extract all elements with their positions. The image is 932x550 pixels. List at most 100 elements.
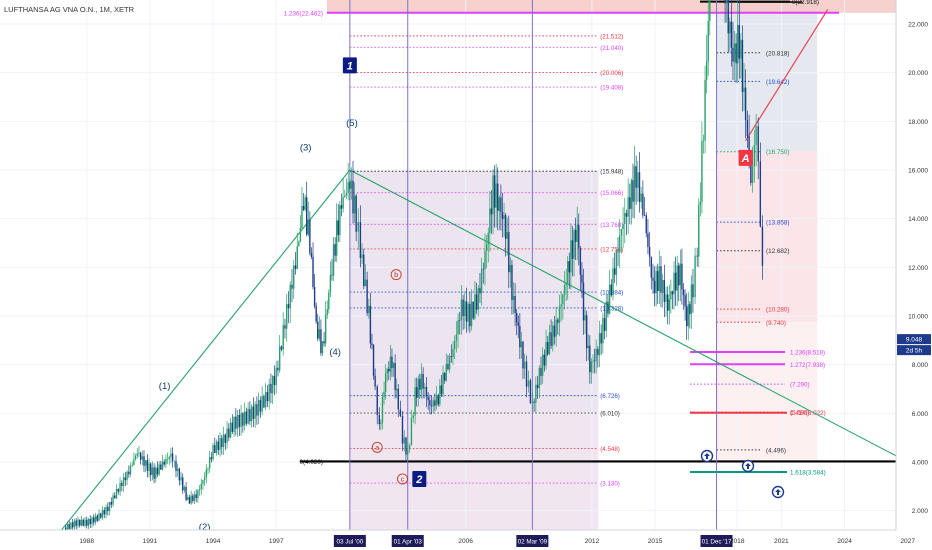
- price-candle-body: [535, 384, 537, 403]
- price-candle-body: [607, 301, 609, 314]
- price-candle-body: [498, 197, 501, 211]
- left-fib-label: (10.328): [600, 305, 623, 312]
- price-candle-body: [668, 299, 670, 311]
- price-candle-body: [110, 501, 112, 505]
- price-candle-body: [210, 457, 213, 460]
- price-candle-body: [369, 305, 372, 344]
- left-fib-label: (3.130): [600, 481, 620, 488]
- price-candle-body: [612, 268, 614, 296]
- price-candle-body: [68, 524, 70, 529]
- price-candle-body: [647, 233, 649, 247]
- price-candle-body: [144, 460, 147, 466]
- price-candle-body: [497, 183, 499, 211]
- y-tick-label: 14.000: [908, 216, 928, 223]
- price-candle-body: [445, 363, 447, 381]
- price-candle-body: [376, 386, 378, 416]
- price-candle-body: [617, 251, 619, 253]
- countdown-badge: [897, 345, 931, 356]
- date-marker-label: 02 Mar '09: [518, 539, 548, 546]
- price-candle-body: [361, 254, 363, 258]
- price-candle-body: [567, 261, 569, 284]
- price-candle-body: [571, 240, 574, 259]
- price-candle-body: [709, 0, 711, 21]
- price-candle-body: [192, 495, 194, 501]
- price-candle-body: [555, 319, 557, 337]
- price-candle-body: [470, 301, 473, 327]
- price-candle-body: [324, 314, 327, 344]
- price-candle-body: [751, 166, 754, 184]
- retrace-zone: [716, 151, 818, 323]
- date-marker-badge: [700, 535, 733, 547]
- wave-box-label: A: [741, 153, 750, 165]
- price-candle-body: [610, 284, 613, 296]
- price-candle-body: [117, 488, 120, 492]
- price-candle-body: [257, 400, 260, 416]
- left-fib-label: (4.548): [600, 446, 620, 453]
- price-candle-body: [197, 490, 199, 499]
- price-candle-body: [309, 219, 311, 254]
- price-candle-body: [704, 79, 706, 141]
- price-candle-body: [91, 517, 93, 525]
- price-candle-body: [579, 247, 582, 275]
- price-candle-body: [660, 266, 662, 293]
- price-candle-body: [296, 246, 298, 269]
- price-candle-body: [275, 367, 277, 386]
- y-tick-label: 20.000: [908, 70, 928, 77]
- price-candle-body: [500, 197, 502, 212]
- price-candle-body: [584, 315, 586, 321]
- price-candle-body: [180, 477, 182, 481]
- fib-level-label: (16.750): [766, 149, 789, 156]
- price-candle-body: [504, 215, 507, 239]
- wave-circle: [390, 269, 402, 281]
- price-candle-body: [407, 449, 409, 455]
- price-candle-body: [249, 409, 251, 422]
- price-candle-body: [450, 356, 453, 358]
- price-candle-body: [681, 263, 683, 290]
- price-candle-body: [472, 301, 474, 319]
- price-candle-body: [503, 215, 505, 220]
- price-candle-body: [107, 506, 109, 512]
- price-candle-body: [315, 306, 317, 322]
- price-candle-body: [548, 332, 551, 355]
- price-candle-body: [208, 457, 211, 469]
- wave-box-label: 1: [347, 60, 353, 72]
- wave-circle-label: b: [394, 270, 398, 279]
- price-candle-body: [531, 401, 534, 403]
- x-tick-label: 1997: [269, 538, 284, 545]
- y-tick-label: 16.000: [908, 167, 928, 174]
- price-candle-body: [261, 396, 263, 412]
- price-candle-body: [312, 257, 314, 288]
- price-candle-body: [79, 519, 81, 526]
- wave-circle: [397, 473, 408, 485]
- price-candle-body: [652, 277, 654, 281]
- price-candle-body: [166, 459, 169, 460]
- price-candle-body: [442, 372, 444, 395]
- price-candle-body: [474, 294, 476, 319]
- price-candle-body: [344, 195, 346, 198]
- price-candle-body: [236, 414, 239, 429]
- price-candle-body: [437, 395, 439, 405]
- price-candle-body: [523, 361, 526, 369]
- y-tick-label: 10.000: [908, 313, 928, 320]
- price-candle-body: [371, 343, 373, 345]
- up-arrow-glyph: [704, 453, 710, 459]
- price-series: [64, 0, 764, 532]
- price-candle-body: [394, 363, 396, 391]
- price-candle-body: [207, 468, 209, 470]
- price-candle-body: [514, 296, 516, 313]
- price-candle-body: [598, 333, 601, 356]
- price-candle-body: [417, 378, 419, 398]
- price-candle-body: [141, 456, 144, 460]
- price-candle-body: [724, 0, 726, 4]
- price-candle-body: [391, 356, 393, 369]
- price-candle-body: [392, 363, 395, 369]
- price-candle-body: [156, 467, 159, 475]
- price-candle-body: [538, 367, 541, 389]
- price-candle-body: [185, 487, 187, 500]
- price-candle-body: [467, 304, 469, 322]
- price-candle-body: [553, 325, 556, 337]
- price-candle-body: [536, 384, 539, 389]
- fib-level-label: (20.818): [766, 50, 789, 57]
- price-candle-body: [632, 180, 634, 202]
